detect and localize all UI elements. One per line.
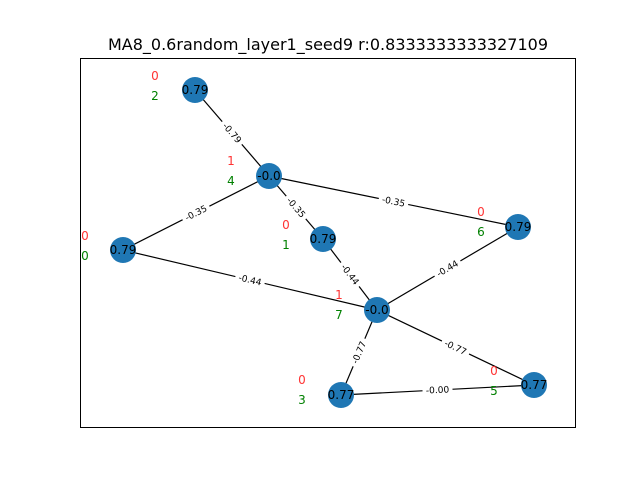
node-value-label: 0.79: [110, 243, 137, 257]
node-n7: [364, 297, 390, 323]
node-value-label: -0.0: [257, 169, 280, 183]
edge-label-background: [348, 336, 370, 369]
node-n2: [182, 77, 208, 103]
node-green-annotation: 6: [477, 225, 485, 239]
edge-labels-layer: -0.79 -0.35 -0.35 -0.35 -0.44 -0.44 -0.44 -0.77…: [180, 118, 472, 397]
edge-label-background: [336, 259, 364, 290]
node-red-annotation: 0: [298, 373, 306, 387]
node-green-annotation: 0: [81, 249, 89, 263]
node-green-annotation: 1: [282, 238, 290, 252]
edge-label-background: [439, 336, 472, 359]
node-n1: [310, 226, 336, 252]
node-red-annotation: 1: [335, 288, 343, 302]
edge-label-group: -0.77: [439, 336, 472, 359]
edge-weight-label: -0.00: [426, 385, 450, 396]
node-green-annotation: 4: [227, 174, 235, 188]
edge-label-background: [377, 193, 410, 210]
edge-label-group: -0.77: [348, 336, 370, 369]
annotations-layer: 0 0 0 1 0 2 0 3 1 4 0 5 0 6 1 7: [81, 69, 498, 407]
edge-label-group: -0.00: [422, 384, 453, 397]
nodes-layer: 0.79 0.79 0.79 0.77 -0.0 0.77 0.79 -0.0: [110, 77, 548, 408]
node-red-annotation: 0: [282, 218, 290, 232]
node-red-annotation: 0: [490, 364, 498, 378]
node-green-annotation: 2: [151, 89, 159, 103]
node-n0: [110, 237, 136, 263]
node-red-annotation: 1: [227, 154, 235, 168]
edge-weight-label: -0.44: [237, 273, 262, 288]
edge-label-group: -0.35: [180, 201, 212, 225]
node-n6: [505, 214, 531, 240]
edge-label-group: -0.44: [432, 256, 463, 281]
edge-label-background: [282, 192, 310, 223]
node-value-label: 0.79: [505, 220, 532, 234]
edge-label-background: [234, 271, 266, 289]
edge-weight-label: -0.35: [184, 204, 209, 223]
edge-weight-label: -0.77: [442, 339, 467, 358]
node-n3: [328, 382, 354, 408]
edge-weight-label: -0.77: [351, 340, 369, 365]
edge-label-background: [432, 256, 463, 281]
edge-label-background: [180, 201, 212, 225]
edge-weight-label: -0.44: [435, 259, 460, 280]
node-value-label: 0.79: [310, 232, 337, 246]
edge-label-group: -0.44: [336, 259, 364, 290]
plot-frame: [80, 58, 576, 428]
edge-label-group: -0.35: [377, 193, 410, 210]
node-value-label: 0.77: [521, 378, 548, 392]
edge-label-background: [218, 118, 246, 148]
edge-weight-label: -0.35: [284, 196, 307, 220]
edge-label-background: [422, 384, 453, 396]
node-value-label: 0.79: [182, 83, 209, 97]
node-value-label: 0.77: [328, 388, 355, 402]
node-red-annotation: 0: [477, 205, 485, 219]
edge-label-group: -0.44: [234, 271, 266, 289]
node-red-annotation: 0: [151, 69, 159, 83]
node-value-label: -0.0: [365, 303, 388, 317]
node-green-annotation: 3: [298, 393, 306, 407]
edge-label-group: -0.79: [218, 118, 246, 148]
node-n5: [521, 372, 547, 398]
node-green-annotation: 5: [490, 384, 498, 398]
node-green-annotation: 7: [335, 308, 343, 322]
edge-weight-label: -0.35: [381, 195, 406, 209]
node-red-annotation: 0: [81, 229, 89, 243]
node-n4: [256, 163, 282, 189]
figure-title: MA8_0.6random_layer1_seed9 r:0.833333333…: [108, 35, 548, 55]
